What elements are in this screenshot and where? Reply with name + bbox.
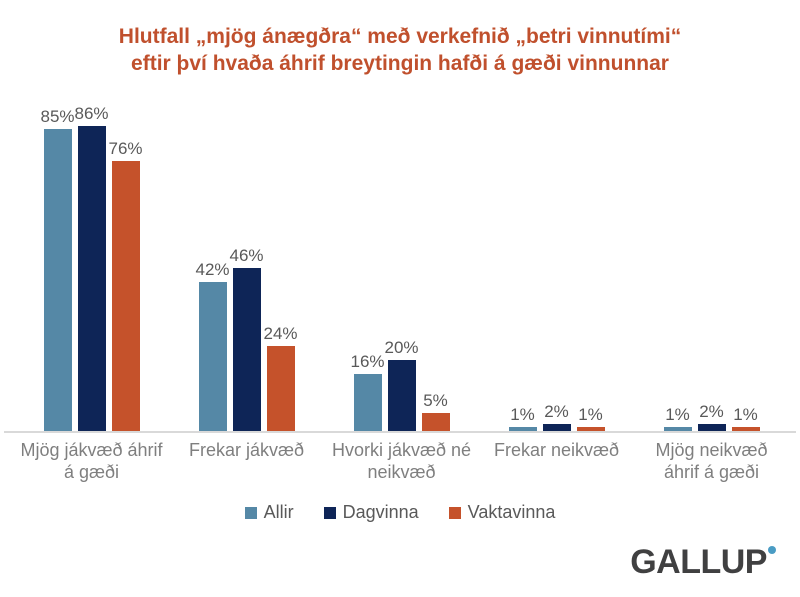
bar-vaktavinna-4: 1% — [576, 405, 605, 431]
bar-dagvinna-5: 2% — [697, 402, 726, 431]
bar-allir-1: 85% — [40, 107, 75, 431]
data-label-vaktavinna-3: 5% — [423, 391, 448, 410]
data-label-vaktavinna-1: 76% — [108, 139, 143, 158]
data-label-vaktavinna-5: 1% — [733, 405, 758, 424]
legend-swatch-icon-dagvinna — [323, 506, 336, 519]
category-label-4: Frekar neikvæð — [493, 440, 620, 460]
bar-group-2: 42% 46% 24% — [169, 71, 324, 431]
legend-item-allir: Allir — [244, 502, 294, 523]
data-label-allir-1: 85% — [40, 107, 75, 126]
gallup-logo: GALLUP — [630, 543, 776, 582]
data-label-dagvinna-3: 20% — [384, 338, 419, 357]
chart-title: Hlutfall „mjög ánægðra“ með verkefnið „b… — [118, 25, 682, 75]
data-label-dagvinna-1: 86% — [74, 104, 109, 123]
bar-group-1: 85% 86% 76% — [14, 71, 169, 431]
legend-swatch-icon-vaktavinna — [448, 506, 461, 519]
data-label-vaktavinna-4: 1% — [578, 405, 603, 424]
data-label-allir-2: 42% — [195, 260, 230, 279]
bar-dagvinna-2: 46% — [229, 246, 264, 431]
bar-groups: 85% 86% 76% 42% 46% 24% 16% 20% 5% 1% 2% 1% 1% 2% 1% — [14, 71, 789, 431]
legend-swatch-icon-allir — [244, 506, 257, 519]
plot-area: 85% 86% 76% 42% 46% 24% 16% 20% 5% 1% 2% 1% 1% 2% 1% — [4, 71, 796, 433]
data-label-allir-4: 1% — [510, 405, 535, 424]
gallup-logo-dot-icon — [768, 546, 776, 554]
bar-vaktavinna-5: 1% — [731, 405, 760, 431]
data-label-vaktavinna-2: 24% — [263, 324, 298, 343]
data-label-allir-5: 1% — [665, 405, 690, 424]
bar-group-4: 1% 2% 1% — [479, 71, 634, 431]
legend-label-allir: Allir — [263, 502, 294, 522]
data-label-dagvinna-2: 46% — [229, 246, 264, 265]
data-label-dagvinna-4: 2% — [544, 402, 569, 421]
bar-allir-5: 1% — [663, 405, 692, 431]
bar-dagvinna-3: 20% — [384, 338, 419, 431]
bar-dagvinna-4: 2% — [542, 402, 571, 431]
legend-label-dagvinna: Dagvinna — [342, 502, 419, 522]
bar-vaktavinna-1: 76% — [108, 139, 143, 431]
bar-dagvinna-1: 86% — [74, 104, 109, 431]
legend: Allir Dagvinna Vaktavinna — [0, 502, 800, 523]
gallup-logo-text: GALLUP — [630, 543, 767, 581]
legend-item-vaktavinna: Vaktavinna — [448, 502, 556, 523]
category-axis-labels: Mjög jákvæð áhrif á gæði Frekar jákvæð Hvo… — [14, 440, 789, 484]
bar-vaktavinna-3: 5% — [421, 391, 450, 431]
bar-allir-4: 1% — [508, 405, 537, 431]
bar-allir-2: 42% — [195, 260, 230, 431]
legend-label-vaktavinna: Vaktavinna — [467, 502, 556, 522]
category-label-1: Mjög jákvæð áhrif á gæði — [20, 440, 163, 482]
data-label-allir-3: 16% — [350, 352, 385, 371]
category-label-5: Mjög neikvæð áhrif á gæði — [655, 440, 768, 482]
bar-group-3: 16% 20% 5% — [324, 71, 479, 431]
bar-vaktavinna-2: 24% — [263, 324, 298, 431]
bar-allir-3: 16% — [350, 352, 385, 431]
category-label-3: Hvorki jákvæð né neikvæð — [331, 440, 472, 482]
category-label-2: Frekar jákvæð — [188, 440, 305, 460]
x-axis-line — [4, 431, 796, 433]
bar-group-5: 1% 2% 1% — [634, 71, 789, 431]
legend-item-dagvinna: Dagvinna — [323, 502, 419, 523]
data-label-dagvinna-5: 2% — [699, 402, 724, 421]
